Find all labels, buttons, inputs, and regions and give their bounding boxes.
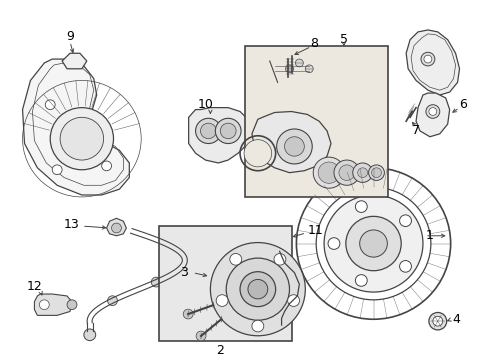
Circle shape: [328, 238, 340, 249]
Polygon shape: [252, 112, 331, 173]
Polygon shape: [270, 56, 314, 82]
Circle shape: [334, 160, 360, 185]
Polygon shape: [189, 108, 250, 163]
Circle shape: [286, 65, 294, 73]
Polygon shape: [23, 59, 129, 195]
Text: 2: 2: [217, 344, 224, 357]
Circle shape: [371, 168, 381, 177]
Circle shape: [274, 253, 286, 265]
Text: 10: 10: [197, 98, 213, 111]
Circle shape: [50, 108, 114, 170]
Circle shape: [368, 165, 384, 180]
Circle shape: [318, 162, 340, 183]
Polygon shape: [416, 93, 450, 137]
Circle shape: [216, 295, 228, 306]
Circle shape: [426, 105, 440, 118]
Circle shape: [252, 320, 264, 332]
Circle shape: [226, 258, 290, 320]
Circle shape: [84, 329, 96, 341]
Circle shape: [424, 55, 432, 63]
Circle shape: [101, 161, 112, 171]
Circle shape: [346, 216, 401, 271]
Circle shape: [355, 275, 367, 286]
Circle shape: [244, 140, 271, 167]
Circle shape: [429, 108, 437, 116]
Text: 9: 9: [66, 30, 74, 43]
Polygon shape: [62, 53, 87, 69]
Circle shape: [45, 100, 55, 109]
Circle shape: [52, 165, 62, 175]
Circle shape: [39, 300, 49, 310]
Text: 7: 7: [412, 125, 420, 138]
Text: 6: 6: [460, 98, 467, 111]
Circle shape: [433, 316, 443, 326]
Text: 3: 3: [180, 266, 188, 279]
Circle shape: [288, 295, 299, 306]
Text: 13: 13: [64, 217, 80, 231]
Circle shape: [399, 215, 412, 226]
Text: 11: 11: [307, 224, 323, 237]
Circle shape: [305, 65, 313, 73]
Circle shape: [421, 52, 435, 66]
Text: 1: 1: [426, 229, 434, 242]
Polygon shape: [406, 30, 460, 95]
Circle shape: [277, 129, 312, 164]
Circle shape: [112, 223, 122, 233]
Circle shape: [210, 243, 305, 336]
Text: 12: 12: [26, 280, 42, 293]
Polygon shape: [278, 82, 314, 105]
Text: 5: 5: [340, 33, 348, 46]
Circle shape: [429, 312, 447, 330]
Circle shape: [271, 236, 288, 251]
Circle shape: [215, 118, 241, 144]
Circle shape: [177, 249, 187, 259]
Circle shape: [60, 117, 103, 160]
Circle shape: [108, 296, 118, 306]
Polygon shape: [107, 218, 126, 236]
Circle shape: [339, 165, 355, 180]
Circle shape: [360, 230, 388, 257]
Circle shape: [151, 277, 161, 287]
Circle shape: [324, 195, 423, 292]
Circle shape: [313, 157, 345, 188]
Circle shape: [399, 261, 412, 272]
Circle shape: [67, 300, 77, 310]
Circle shape: [355, 201, 367, 212]
Circle shape: [230, 253, 242, 265]
Circle shape: [353, 163, 372, 183]
Circle shape: [278, 329, 285, 336]
Circle shape: [276, 240, 284, 247]
Circle shape: [295, 59, 303, 67]
Circle shape: [358, 168, 368, 177]
Polygon shape: [34, 294, 72, 315]
Circle shape: [183, 309, 193, 319]
Circle shape: [275, 326, 289, 339]
Bar: [159, 226, 293, 341]
Circle shape: [240, 272, 276, 307]
Circle shape: [248, 279, 268, 299]
Circle shape: [200, 123, 216, 139]
Circle shape: [285, 137, 304, 156]
Text: 8: 8: [310, 37, 318, 50]
Text: 4: 4: [453, 313, 461, 326]
Bar: [245, 46, 389, 197]
Circle shape: [196, 118, 221, 144]
Circle shape: [196, 331, 206, 341]
Circle shape: [294, 87, 305, 99]
Circle shape: [220, 123, 236, 139]
